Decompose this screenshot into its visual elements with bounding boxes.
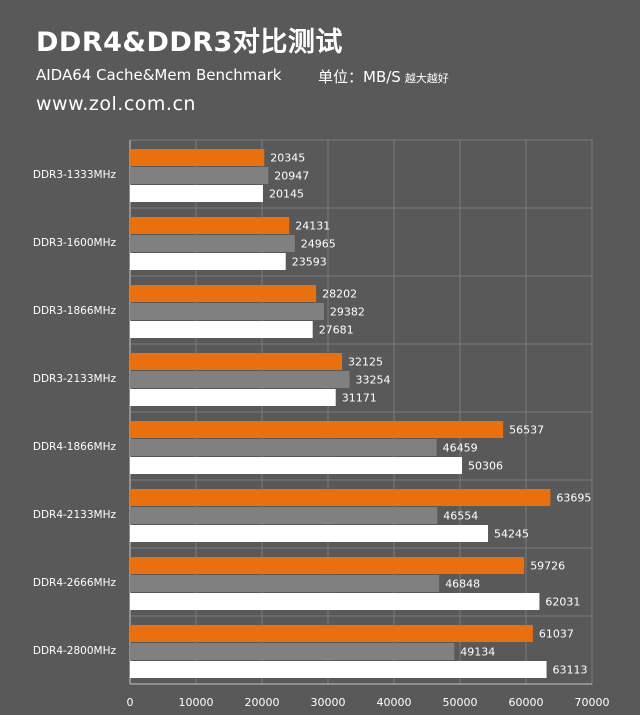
data-label: 23593 xyxy=(292,256,327,269)
data-label: 33254 xyxy=(355,374,390,387)
data-label: 27681 xyxy=(319,324,354,337)
category-label: DDR3-1600MHz xyxy=(33,237,117,249)
chart-title: DDR4&DDR3对比测试 xyxy=(36,27,343,58)
unit-note: 越大越好 xyxy=(404,72,449,85)
data-label: 63695 xyxy=(556,492,591,505)
bar xyxy=(130,235,295,252)
x-tick-label: 40000 xyxy=(377,696,412,709)
bar xyxy=(130,457,463,474)
data-label: 24131 xyxy=(295,220,330,233)
bar xyxy=(130,353,343,370)
bar xyxy=(130,285,317,302)
bar xyxy=(130,253,286,270)
category-label: DDR4-1866MHz xyxy=(33,441,117,453)
bar xyxy=(130,421,504,438)
category-label: DDR3-1866MHz xyxy=(33,305,117,317)
data-label: 31171 xyxy=(342,392,377,405)
category-label: DDR4-2666MHz xyxy=(33,577,117,589)
x-tick-label: 0 xyxy=(127,696,134,709)
x-tick-label: 20000 xyxy=(245,696,280,709)
bar xyxy=(130,661,547,678)
chart-subtitle: AIDA64 Cache&Mem Benchmark xyxy=(36,66,282,84)
data-label: 28202 xyxy=(322,288,357,301)
bar xyxy=(130,439,437,456)
data-label: 62031 xyxy=(545,596,580,609)
x-tick-label: 10000 xyxy=(179,696,214,709)
data-label: 20145 xyxy=(269,188,304,201)
category-label: DDR4-2133MHz xyxy=(33,509,117,521)
bar xyxy=(130,593,540,610)
bar xyxy=(130,643,455,660)
data-label: 20947 xyxy=(274,170,309,183)
data-label: 46848 xyxy=(445,578,480,591)
x-tick-label: 50000 xyxy=(443,696,478,709)
bar xyxy=(130,321,313,338)
unit-label: 单位：MB/S 越大越好 xyxy=(318,66,449,87)
data-label: 46554 xyxy=(443,510,478,523)
category-label: DDR3-1333MHz xyxy=(33,169,117,181)
data-label: 46459 xyxy=(443,442,478,455)
data-label: 56537 xyxy=(509,424,544,437)
category-label: DDR3-2133MHz xyxy=(33,373,117,385)
data-label: 61037 xyxy=(539,628,574,641)
unit-text: 单位：MB/S xyxy=(318,68,401,86)
data-label: 63113 xyxy=(553,664,588,677)
data-label: 49134 xyxy=(460,646,495,659)
bar xyxy=(130,557,525,574)
bar xyxy=(130,371,350,388)
x-tick-label: 30000 xyxy=(311,696,346,709)
bar xyxy=(130,625,533,642)
bar xyxy=(130,167,269,184)
bar xyxy=(130,185,263,202)
data-label: 20345 xyxy=(270,152,305,165)
site-url: www.zol.com.cn xyxy=(36,93,196,115)
bar xyxy=(130,149,265,166)
bar xyxy=(130,525,489,542)
data-label: 29382 xyxy=(330,306,365,319)
bar xyxy=(130,507,438,524)
data-label: 32125 xyxy=(348,356,383,369)
category-label: DDR4-2800MHz xyxy=(33,645,117,657)
data-label: 59726 xyxy=(530,560,565,573)
data-label: 54245 xyxy=(494,528,529,541)
data-label: 50306 xyxy=(468,460,503,473)
bar xyxy=(130,389,336,406)
x-tick-label: 60000 xyxy=(509,696,544,709)
bar xyxy=(130,489,551,506)
data-label: 24965 xyxy=(301,238,336,251)
x-tick-label: 70000 xyxy=(575,696,610,709)
bar xyxy=(130,303,324,320)
bar xyxy=(130,575,440,592)
bar xyxy=(130,217,290,234)
